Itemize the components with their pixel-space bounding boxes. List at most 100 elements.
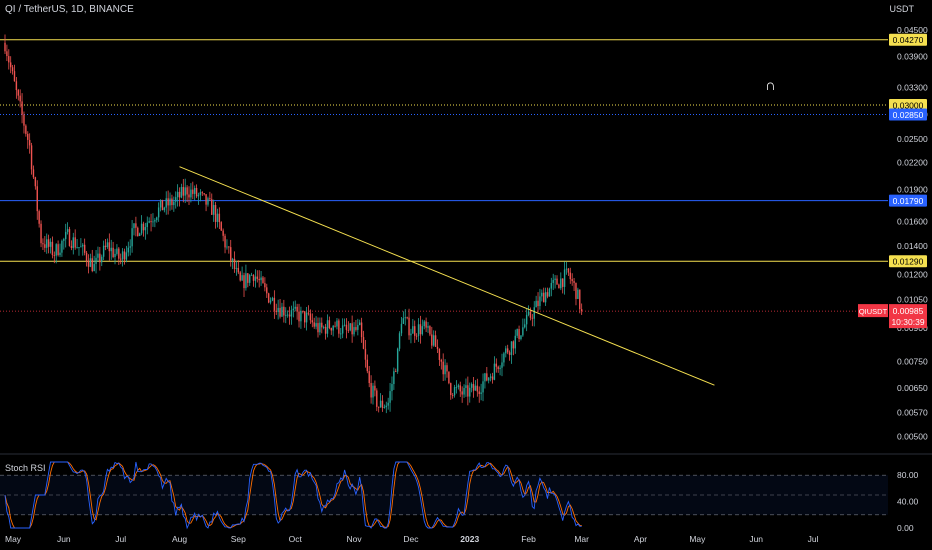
stoch-rsi-title: Stoch RSI <box>5 463 46 473</box>
candle-body-297 <box>567 268 570 273</box>
candle-body-76 <box>148 221 150 223</box>
candle-body-127 <box>245 273 247 289</box>
candle-body-197 <box>377 406 380 408</box>
candle-body-180 <box>345 324 348 330</box>
price-unit-label: USDT <box>889 4 915 14</box>
candle-body-259 <box>495 363 498 367</box>
candle-body-12 <box>27 133 29 140</box>
chart-title: QI / TetherUS, 1D, BINANCE <box>5 4 134 15</box>
candle-body-300 <box>573 281 575 283</box>
candle-body-203 <box>389 391 391 403</box>
candle-body-216 <box>414 326 416 336</box>
rsi-tick-label-0: 80.00 <box>897 470 919 480</box>
x-tick-label-2: Jul <box>115 534 126 544</box>
candle-body-215 <box>412 326 414 334</box>
candle-body-270 <box>516 329 518 336</box>
candle-body-245 <box>469 387 471 397</box>
candle-body-230 <box>440 359 443 362</box>
candle-body-10 <box>23 114 25 126</box>
candle-body-96 <box>186 187 188 195</box>
candle-body-168 <box>322 326 325 328</box>
candle-body-274 <box>524 324 526 328</box>
magnet-icon[interactable]: ∩ <box>765 77 776 94</box>
candle-body-235 <box>450 383 452 395</box>
candle-body-14 <box>30 145 33 170</box>
descending-trendline[interactable] <box>179 166 715 386</box>
y-tick-label-1: 0.03900 <box>897 51 928 61</box>
candle-body-114 <box>220 222 222 231</box>
candle-body-158 <box>304 311 306 323</box>
candle-body-145 <box>279 307 281 317</box>
candle-body-162 <box>311 320 314 323</box>
candle-body-227 <box>434 335 437 347</box>
candle-body-26 <box>53 255 56 256</box>
candle-body-293 <box>560 278 562 289</box>
candle-body-151 <box>290 310 293 317</box>
candle-body-17 <box>36 186 38 212</box>
candle-body-82 <box>159 199 162 208</box>
candle-body-265 <box>506 348 509 353</box>
candle-body-4 <box>11 67 14 72</box>
candle-body-73 <box>142 223 145 231</box>
x-tick-label-14: Jul <box>808 534 819 544</box>
x-tick-label-13: Jun <box>749 534 763 544</box>
candle-body-213 <box>408 317 410 336</box>
x-tick-label-3: Aug <box>172 534 187 544</box>
candle-body-275 <box>525 314 528 325</box>
candle-body-284 <box>543 292 545 303</box>
candle-body-242 <box>463 388 465 395</box>
candle-body-282 <box>539 296 541 307</box>
candle-body-110 <box>212 205 215 215</box>
candle-body-196 <box>376 390 378 407</box>
candle-body-63 <box>123 251 126 260</box>
symbol-tag: QIUSDT <box>859 307 888 316</box>
candle-body-148 <box>285 314 287 316</box>
candle-body-272 <box>520 335 522 339</box>
candle-body-129 <box>248 275 251 283</box>
bar-countdown: 10:30:39 <box>891 317 924 327</box>
candle-body-201 <box>385 405 387 408</box>
candle-body-111 <box>214 205 217 222</box>
candle-body-18 <box>38 211 40 224</box>
candle-body-183 <box>351 323 353 335</box>
candle-body-141 <box>271 297 274 301</box>
candle-body-157 <box>302 310 304 312</box>
level-tag-1: 0.03000 <box>893 101 924 111</box>
candle-body-93 <box>180 186 183 198</box>
y-tick-label-2: 0.03300 <box>897 82 928 92</box>
candle-body-268 <box>512 341 515 349</box>
candle-body-296 <box>565 268 568 270</box>
candle-body-34 <box>68 229 71 246</box>
candle-body-81 <box>157 207 160 218</box>
time-axis[interactable]: May Jun Jul Aug Sep Oct Nov Dec 2023 Feb Mar Apr May… <box>5 534 819 544</box>
candle-body-133 <box>256 276 259 279</box>
candle-body-137 <box>264 283 266 288</box>
candle-body-301 <box>575 282 577 299</box>
candle-body-139 <box>267 293 270 303</box>
candle-body-231 <box>442 361 444 375</box>
candle-body-13 <box>28 139 31 146</box>
candle-body-92 <box>178 191 181 198</box>
candle-body-229 <box>438 348 441 360</box>
candle-body-295 <box>563 269 566 287</box>
candle-body-116 <box>224 235 226 248</box>
trendline-layer[interactable] <box>179 166 715 386</box>
candle-body-202 <box>387 402 389 406</box>
candle-body-15 <box>32 169 35 178</box>
candle-body-56 <box>110 247 112 252</box>
candle-body-51 <box>101 256 103 263</box>
candle-body-220 <box>421 326 424 335</box>
candle-body-250 <box>478 391 480 394</box>
candle-body-106 <box>205 194 207 205</box>
candle-body-69 <box>135 223 137 228</box>
candle-body-174 <box>334 325 336 327</box>
candle-body-95 <box>184 187 186 196</box>
y-tick-label-9: 0.01200 <box>897 270 928 280</box>
x-tick-label-11: Apr <box>634 534 647 544</box>
candle-body-262 <box>501 362 503 368</box>
candle-body-189 <box>362 337 365 349</box>
candle-body-103 <box>199 192 202 195</box>
candle-body-79 <box>154 220 156 222</box>
